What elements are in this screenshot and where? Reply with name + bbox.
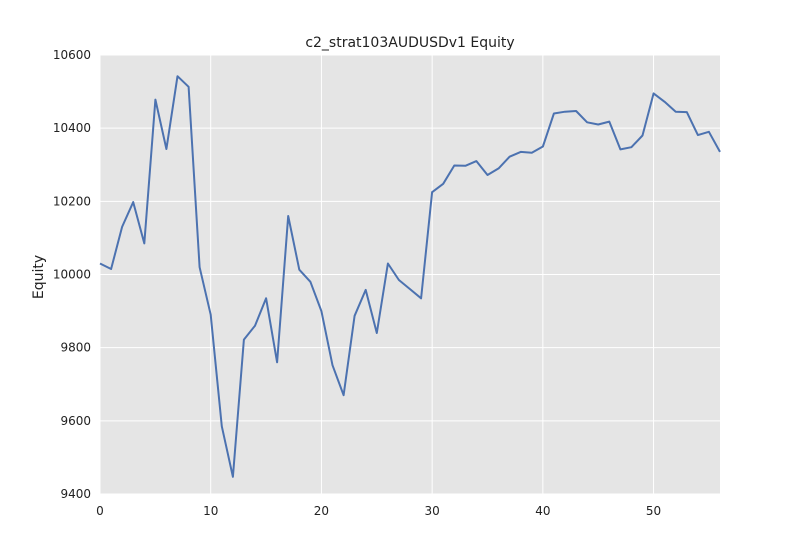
equity-series-line [99, 75, 721, 478]
x-tick-label: 20 [314, 504, 329, 518]
y-tick-label: 10400 [53, 121, 91, 135]
y-tick-label: 9400 [60, 487, 91, 501]
x-tick-label: 10 [203, 504, 218, 518]
x-tick-label: 30 [425, 504, 440, 518]
y-tick-label: 10000 [53, 268, 91, 282]
y-tick-label: 10200 [53, 194, 91, 208]
y-tick-label: 9600 [60, 414, 91, 428]
y-axis-label: Equity [31, 255, 47, 299]
y-tick-label: 9800 [60, 341, 91, 355]
x-tick-labels: 0 10 20 30 40 50 [96, 504, 661, 518]
x-tick-label: 0 [96, 504, 104, 518]
x-tick-label: 40 [535, 504, 550, 518]
y-tick-label: 10600 [53, 48, 91, 62]
grid-horizontal [100, 54, 720, 495]
chart-title: c2_strat103AUDUSDv1 Equity [305, 35, 514, 51]
x-tick-label: 50 [646, 504, 661, 518]
y-tick-labels: 9400 9600 9800 10000 10200 10400 10600 [53, 48, 91, 501]
